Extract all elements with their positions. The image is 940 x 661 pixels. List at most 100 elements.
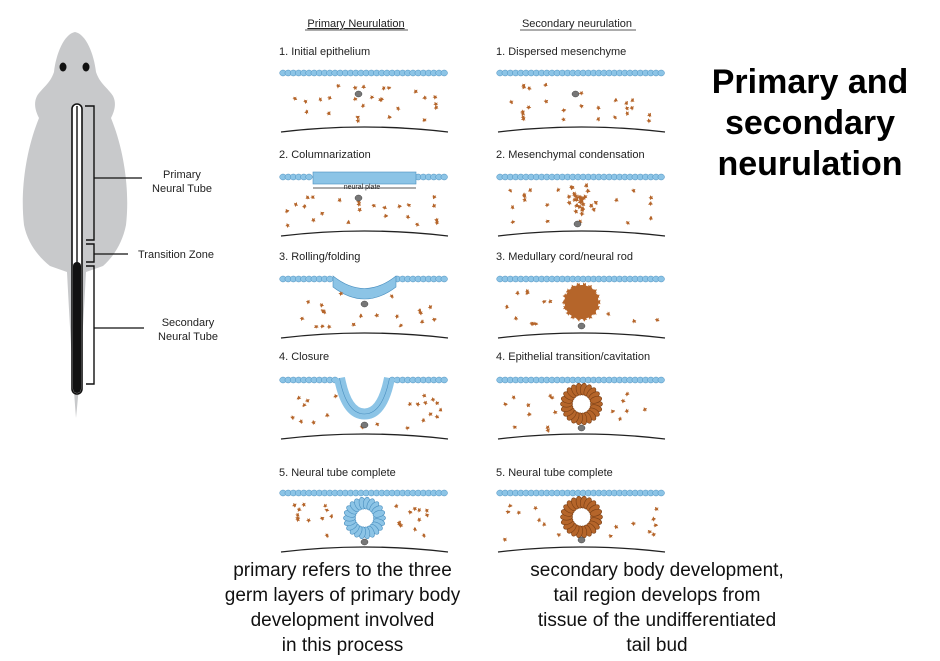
mesenchyme-cell [422,95,428,101]
mesenchyme-cell [631,318,637,324]
mesenchyme-cell [295,517,300,523]
mesenchyme-cell [319,303,325,308]
primary-bracket [85,105,95,241]
mesenchyme-cell [333,393,339,399]
secondary-caption-line-2: tail region develops from [553,585,761,606]
epithelium-cell [326,275,334,283]
basement-line [280,230,449,237]
basement-line [280,126,449,133]
secondary-panel-4 [496,376,666,440]
primary-caption: primary refers to the three germ layers … [190,558,495,658]
mesenchyme-cell [505,509,511,515]
mesenchyme-cell [329,513,334,519]
mesenchyme-cell [613,97,619,103]
notochord [571,90,580,98]
mesenchyme-cell [352,85,358,91]
medullary-cord-edge [575,282,582,289]
epithelium-cell [440,275,448,283]
mesenchyme-cell [531,321,536,327]
mesenchyme-cell [547,393,553,399]
condensed-mesenchyme-cell [580,195,586,201]
mesenchyme-cell [299,316,305,322]
mesenchyme-cell [382,205,388,211]
mesenchyme-cell [355,118,361,124]
mesenchyme-cell [296,395,302,401]
mesenchyme-cell [357,207,363,213]
primary-panel-2 [279,171,449,237]
mesenchyme-cell [624,100,628,106]
mesenchyme-cell [608,534,613,539]
mesenchyme-cell [298,418,303,424]
mesenchyme-cell [406,203,412,208]
mesenchyme-cell [311,217,316,223]
mesenchyme-cell [624,391,630,397]
mesenchyme-cell [360,103,366,109]
medullary-cord-edge [570,313,575,320]
mesenchyme-cell [434,220,440,226]
epithelium-cell [440,173,448,181]
mesenchyme-cell [292,503,297,508]
title-line-1: Primary and [711,63,909,101]
mesenchyme-cell [285,222,290,228]
neural-plate [312,171,417,185]
mesenchyme-cell [433,101,439,107]
mesenchyme-cell [420,417,426,423]
mesenchyme-cell [520,111,526,116]
medullary-cord-edge [562,293,568,300]
mesenchyme-cell [549,395,555,401]
mesenchyme-cell [369,95,375,100]
medullary-cord-edge [587,314,593,320]
epithelium-cell [657,275,665,283]
mesenchyme-cell [642,407,648,412]
mesenchyme-cell [327,95,333,101]
basement-line [280,546,449,553]
medullary-cord-edge [565,288,571,295]
notochord [354,194,363,202]
notochord [577,322,586,330]
condensed-mesenchyme-cell [573,202,579,208]
mesenchyme-cell [512,425,518,430]
mesenchyme-cell [424,508,429,514]
mesenchyme-cell [398,323,404,328]
condensed-mesenchyme-cell [566,194,572,200]
mesenchyme-cell [431,203,437,209]
mesenchyme-cell [625,220,630,226]
mesenchyme-cell [526,105,532,110]
notochord [360,538,369,546]
primary-caption-line-2: germ layers of primary body [224,585,461,606]
mesenchyme-cell [304,398,310,404]
mesenchyme-cell [295,512,300,518]
secondary-step-1-label: 1. Dispersed mesenchyme [496,46,626,58]
mesenchyme-cell [412,506,417,512]
mesenchyme-cell [418,310,424,316]
primary-panel-5 [279,489,449,553]
mesenchyme-cell [319,211,325,216]
mesenchyme-cell [371,203,377,208]
epithelium-cell [440,69,448,77]
secondary-panel-1 [496,69,666,133]
mesenchyme-cell [421,393,427,398]
mesenchyme-cell [612,115,618,120]
primary-caption-line-3: development involved [250,610,435,631]
mesenchyme-cell [624,105,630,111]
mesenchyme-cell [387,114,392,120]
primary-step-labels: 1. Initial epithelium 2. Columnarization… [279,46,396,479]
medullary-cord-edge [581,282,587,289]
mesenchyme-cell [610,409,616,414]
mesenchyme-cell [624,111,630,116]
condensed-mesenchyme-cell [583,182,589,189]
condensed-mesenchyme-cell [580,201,586,207]
medullary-cord-edge [595,299,601,305]
secondary-tube-label-2: Neural Tube [158,331,218,343]
mesenchyme-cell [381,85,387,91]
secondary-step-labels: 1. Dispersed mesenchyme 2. Mesenchymal c… [496,46,650,479]
mesenchyme-cell [416,517,422,523]
mesenchyme-cell [284,208,290,214]
medullary-cord [564,285,599,319]
mesenchyme-cell [513,315,519,321]
mesenchyme-cell [433,105,439,111]
mesenchyme-cell [292,96,298,102]
mesenchyme-cell [578,91,584,96]
mesenchyme-cell [422,118,427,123]
